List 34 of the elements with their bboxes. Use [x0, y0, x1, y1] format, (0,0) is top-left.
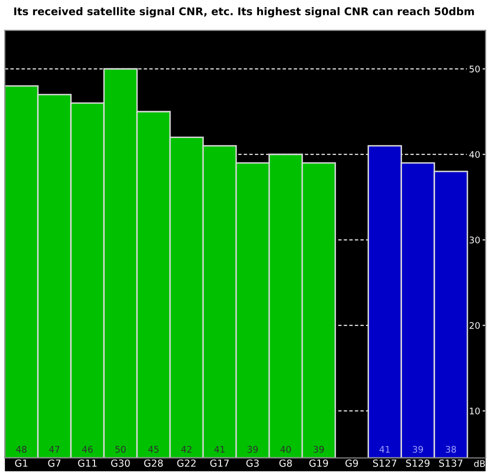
x-tick-label: G30: [111, 459, 130, 467]
text: dB: [474, 460, 485, 468]
x-tick-label: G1: [15, 459, 28, 467]
data-label: 42: [181, 446, 192, 453]
x-tick-label: S127: [373, 459, 396, 467]
x-tick-label: G9: [345, 459, 358, 467]
data-label: 46: [82, 446, 93, 453]
y-tick-label: 30: [470, 236, 480, 244]
data-label: 47: [49, 446, 60, 453]
y-tick-label: 40: [469, 151, 480, 158]
data-label: 39: [412, 446, 423, 453]
x-tick-label: S137: [439, 459, 462, 467]
data-label: 40: [280, 446, 291, 453]
data-label: 39: [248, 446, 258, 453]
x-tick-label: G3: [246, 459, 259, 467]
y-tick-label: 50: [470, 66, 480, 72]
data-label: 39: [314, 446, 324, 453]
data-label: 48: [16, 446, 27, 453]
x-tick-label: G19: [309, 459, 328, 467]
x-tick-label: G28: [144, 459, 163, 467]
data-label: 45: [148, 446, 158, 453]
data-label: 38: [446, 446, 456, 453]
x-tick-label: G11: [78, 459, 97, 467]
x-tick-label: G17: [210, 459, 229, 467]
data-label: 41: [379, 446, 390, 453]
x-tick-label: G22: [177, 459, 196, 467]
chart-title: Its received satellite signal CNR, etc. Its highest signal CNR can reach 50dbm: [14, 7, 474, 18]
x-tick-label: S129: [406, 459, 430, 467]
data-label: 41: [214, 446, 225, 453]
y-tick-label: 20: [470, 322, 480, 329]
x-tick-label: G8: [279, 459, 292, 467]
data-label: 50: [115, 446, 126, 453]
x-tick-label: G7: [48, 459, 60, 467]
y-tick-label: 10: [470, 408, 480, 414]
